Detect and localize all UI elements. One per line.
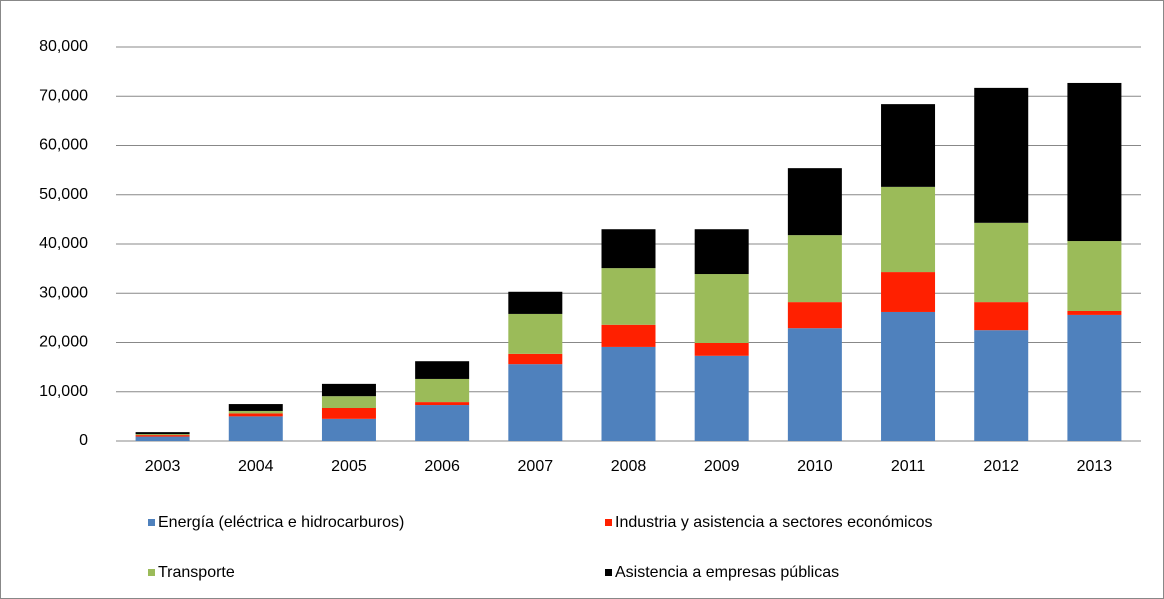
y-tick-label: 70,000 (39, 87, 88, 104)
bar-segment (1067, 82, 1122, 242)
x-tick-label: 2013 (1077, 458, 1113, 475)
bar-segment (508, 364, 563, 441)
bar-segment (228, 410, 283, 414)
x-tick-label: 2004 (238, 458, 274, 475)
bar-segment (787, 235, 842, 303)
bar-segment (321, 396, 376, 409)
bar-segment (601, 324, 656, 347)
bar-segment (415, 402, 470, 406)
bar-segment (135, 436, 190, 441)
bar-segment (415, 361, 470, 379)
legend-label: Transporte (158, 564, 235, 581)
y-tick-label: 0 (79, 432, 88, 449)
bar-segment (1067, 314, 1122, 441)
x-tick-label: 2003 (145, 458, 181, 475)
legend-swatch (605, 519, 612, 526)
x-tick-label: 2010 (797, 458, 833, 475)
bar-segment (135, 434, 190, 436)
legend-label: Industria y asistencia a sectores económ… (615, 514, 932, 531)
x-tick-label: 2007 (518, 458, 554, 475)
bar-segment (694, 342, 749, 356)
bar-segment (881, 272, 936, 312)
y-tick-label: 30,000 (39, 284, 88, 301)
bar-segment (135, 435, 190, 437)
bar-segment (974, 222, 1029, 303)
bar-segment (694, 274, 749, 343)
bar-segment (694, 355, 749, 441)
bar-segment (974, 330, 1029, 441)
bar-segment (694, 229, 749, 275)
bar-segment (321, 383, 376, 397)
bar-segment (787, 302, 842, 329)
y-tick-label: 60,000 (39, 137, 88, 154)
y-tick-label: 40,000 (39, 235, 88, 252)
bar-segment (787, 168, 842, 236)
x-tick-label: 2012 (983, 458, 1019, 475)
bar-segment (508, 291, 563, 314)
bar-segment (601, 346, 656, 441)
x-tick-label: 2008 (611, 458, 647, 475)
legend-swatch (148, 569, 155, 576)
bar-segment (228, 404, 283, 411)
bar-segment (974, 302, 1029, 331)
bar-segment (415, 378, 470, 403)
legend-swatch (605, 569, 612, 576)
bar-segment (881, 104, 936, 187)
bar-segment (787, 328, 842, 441)
bar-segment (881, 311, 936, 441)
x-tick-label: 2005 (331, 458, 367, 475)
bar-segment (228, 416, 283, 441)
x-tick-label: 2006 (424, 458, 460, 475)
legend-label: Energía (eléctrica e hidrocarburos) (158, 514, 404, 531)
x-tick-label: 2009 (704, 458, 740, 475)
bar-segment (508, 313, 563, 354)
y-tick-label: 50,000 (39, 186, 88, 203)
bar-segment (321, 408, 376, 419)
x-tick-label: 2011 (891, 458, 926, 475)
legend-swatch (148, 519, 155, 526)
bar-segment (881, 186, 936, 273)
bar-segment (508, 353, 563, 365)
bar-segment (321, 418, 376, 441)
bar-segment (1067, 310, 1122, 315)
y-tick-label: 80,000 (39, 38, 88, 55)
bar-segment (415, 405, 470, 441)
bar-segment (601, 229, 656, 269)
y-tick-label: 20,000 (39, 334, 88, 351)
y-tick-label: 10,000 (39, 383, 88, 400)
legend-label: Asistencia a empresas públicas (615, 564, 839, 581)
bar-segment (135, 432, 190, 435)
bar-segment (601, 268, 656, 325)
bar-segment (1067, 241, 1122, 311)
bar-segment (974, 87, 1029, 223)
bar-segment (228, 413, 283, 417)
